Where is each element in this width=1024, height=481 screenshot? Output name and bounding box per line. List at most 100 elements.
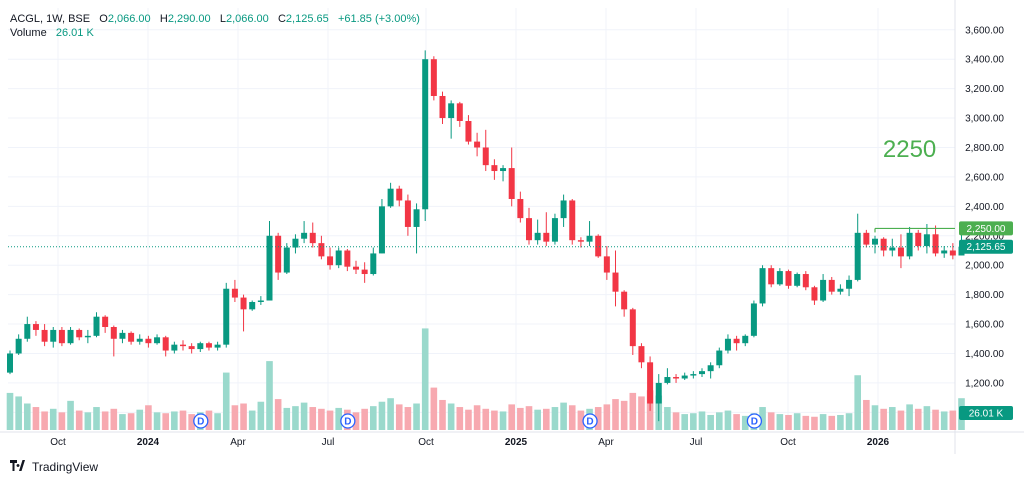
- y-tick-label: 1,800.00: [965, 290, 1004, 301]
- volume-bar: [672, 412, 680, 430]
- volume-bar: [845, 413, 853, 430]
- y-tick-label: 1,600.00: [965, 320, 1004, 331]
- grid-lines: [0, 0, 1024, 454]
- low-value: 2,066.00: [225, 13, 269, 25]
- y-tick-label: 2,800.00: [965, 143, 1004, 154]
- volume-bar: [335, 407, 342, 430]
- candle-body: [128, 332, 135, 342]
- symbol-label[interactable]: ACGL, 1W, BSE: [10, 13, 91, 25]
- candle-body: [76, 329, 83, 338]
- volume-bar: [629, 392, 637, 430]
- candle-body: [301, 232, 308, 239]
- candle-body: [361, 269, 368, 275]
- volume-bar: [906, 404, 913, 430]
- y-tick-label: 2,200.00: [965, 231, 1004, 242]
- volume-bar: [145, 405, 152, 430]
- candle-body: [353, 266, 359, 270]
- candle-body: [110, 327, 117, 339]
- candle-body: [569, 200, 576, 241]
- dividend-marker-icon[interactable]: [340, 413, 356, 429]
- y-tick-label: 3,600.00: [965, 25, 1004, 36]
- volume-bar: [49, 408, 57, 430]
- volume-bar: [508, 404, 515, 430]
- price-tag-label: 2,125.65: [967, 242, 1006, 253]
- dividend-marker-icon[interactable]: [582, 413, 598, 429]
- dividend-marker-label: D: [197, 417, 204, 428]
- candle-body: [413, 209, 420, 227]
- volume-bar: [940, 411, 948, 430]
- y-tick-label: 3,200.00: [965, 84, 1004, 95]
- volume-bar: [75, 410, 83, 430]
- volume-bar: [638, 396, 645, 430]
- volume-bars: [6, 328, 965, 430]
- volume-bar: [292, 406, 299, 430]
- volume-bar: [67, 400, 74, 430]
- volume-bar: [404, 407, 412, 430]
- candle-body: [154, 337, 161, 344]
- volume-bar: [811, 416, 818, 430]
- volume-bar: [707, 414, 714, 430]
- dividend-marker-icon[interactable]: [193, 413, 209, 429]
- candle-body: [500, 168, 507, 172]
- volume-bar: [499, 411, 507, 430]
- y-tick-label: 3,400.00: [965, 55, 1004, 66]
- volume-bar: [543, 408, 550, 430]
- dividend-marker-icon[interactable]: [746, 413, 763, 429]
- candle-body: [93, 316, 100, 336]
- volume-bar: [690, 413, 697, 430]
- candle-body: [906, 232, 913, 257]
- low-key: L: [219, 13, 226, 25]
- volume-tag: [959, 406, 1013, 420]
- volume-bar: [84, 412, 92, 430]
- candle-body: [577, 240, 584, 242]
- volume-value: 26.01 K: [55, 27, 94, 39]
- volume-bar: [534, 409, 541, 430]
- tradingview-branding[interactable]: TradingView: [10, 460, 98, 474]
- x-tick-label: Oct: [780, 437, 796, 448]
- x-tick-label: Jul: [322, 437, 335, 448]
- candle-body: [205, 343, 212, 348]
- volume-bar: [318, 408, 325, 430]
- volume-bar: [110, 408, 118, 430]
- y-tick-label: 3,000.00: [965, 114, 1004, 125]
- volume-bar: [612, 399, 619, 430]
- volume-bar: [93, 407, 100, 430]
- tradingview-name: TradingView: [32, 460, 99, 474]
- y-tick-label: 2,400.00: [965, 202, 1004, 213]
- price-axis[interactable]: 3,600.00 3,400.00 3,200.00 3,000.00 2,800.00…: [959, 25, 1013, 420]
- candle-body: [655, 382, 662, 404]
- candle-body: [491, 165, 498, 172]
- volume-key[interactable]: Volume: [10, 27, 47, 39]
- candle-body: [145, 338, 152, 344]
- candle-body: [915, 232, 922, 247]
- candle-body: [681, 375, 688, 379]
- candle-body: [863, 232, 870, 245]
- candle-body: [621, 291, 628, 310]
- candle-body: [266, 235, 273, 301]
- candle-body: [249, 301, 256, 310]
- volume-bar: [222, 372, 230, 430]
- candle-body: [949, 250, 956, 256]
- candle-body: [448, 103, 455, 119]
- volume-bar: [793, 413, 801, 430]
- time-axis[interactable]: Oct 2024 Apr Jul Oct 2025 Apr Jul Oct 2026: [50, 437, 889, 448]
- candle-body: [7, 353, 13, 373]
- candle-body: [603, 256, 610, 273]
- x-tick-label: Jul: [690, 437, 703, 448]
- candle-body: [318, 243, 325, 257]
- volume-bar: [785, 414, 792, 430]
- tradingview-logo-icon: [10, 460, 28, 474]
- candle-body: [387, 188, 394, 207]
- price-tag: [959, 221, 1013, 236]
- volume-bar: [153, 412, 161, 430]
- y-tick-label: 2,600.00: [965, 172, 1004, 183]
- volume-bar: [863, 399, 870, 430]
- candle-body: [560, 200, 567, 219]
- volume-bar: [58, 412, 66, 430]
- candle-body: [422, 59, 429, 210]
- candle-body: [240, 297, 247, 310]
- volume-bar: [361, 408, 368, 430]
- annotation-2250[interactable]: 2250: [883, 136, 936, 163]
- candle-body: [378, 206, 385, 254]
